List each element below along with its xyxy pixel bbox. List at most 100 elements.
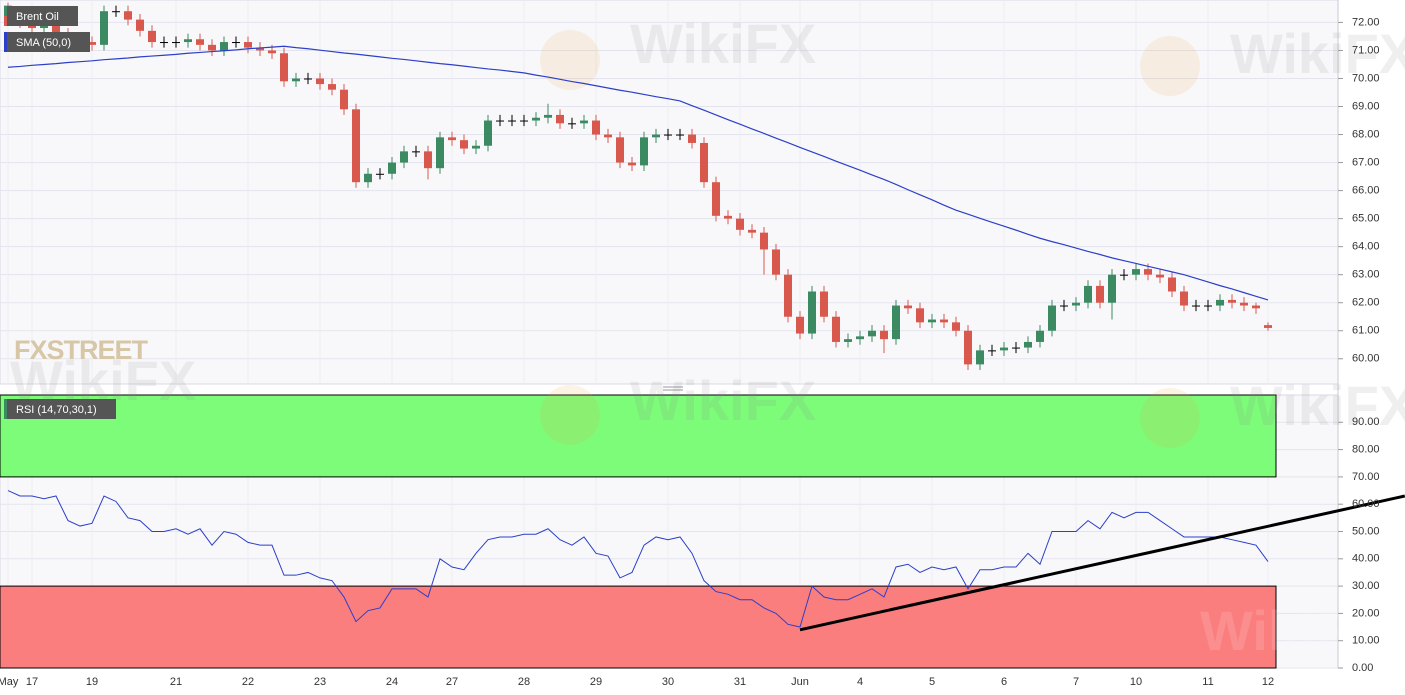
candle-body	[460, 140, 468, 149]
watermark-layer: WikiFX WikiFX WikiFX WikiFX WikiFX WikiF…	[10, 12, 1405, 662]
watermark: WikiFX	[630, 369, 816, 432]
y-tick-label: 61.00	[1352, 325, 1380, 337]
legend-box[interactable]	[4, 32, 90, 52]
candle-body	[436, 137, 444, 169]
candle-body	[292, 78, 300, 82]
candle-body	[964, 330, 972, 365]
legend-label: Brent Oil	[16, 11, 59, 23]
x-tick-label: 11	[1202, 676, 1213, 688]
y-tick-label: 10.00	[1352, 635, 1380, 647]
watermark: WikiFX	[1230, 374, 1405, 437]
candle-body	[1012, 347, 1020, 349]
candle-body	[520, 120, 528, 122]
y-tick-label: 50.00	[1352, 525, 1380, 537]
y-tick-label: 69.00	[1352, 100, 1380, 112]
x-tick-label: 29	[590, 676, 602, 688]
candle-body	[1180, 291, 1188, 306]
candle-body	[616, 137, 624, 163]
candle-body	[100, 11, 108, 45]
candle-body	[1228, 299, 1236, 303]
candle-body	[880, 330, 888, 340]
candle-body	[88, 42, 96, 45]
candle-body	[724, 215, 732, 219]
y-tick-label: 65.00	[1352, 213, 1380, 225]
zone-band	[0, 394, 1277, 478]
candle-body	[1252, 305, 1260, 309]
candle-body	[424, 151, 432, 169]
candle-body	[1072, 302, 1080, 306]
candle-body	[760, 232, 768, 250]
candle-body	[532, 117, 540, 121]
candle-body	[1144, 269, 1152, 275]
candle-body	[1024, 341, 1032, 348]
candle-body	[52, 25, 60, 34]
candle-body	[220, 42, 228, 51]
candle-body	[496, 120, 504, 122]
watermark-logo	[1140, 388, 1200, 448]
candle-body	[352, 109, 360, 183]
label-layer: 60.0061.0062.0063.0064.0065.0066.0067.00…	[0, 16, 1380, 688]
candle-body	[700, 142, 708, 183]
logo: FXSTREET	[14, 335, 149, 365]
candle-body	[1036, 330, 1044, 342]
y-tick-label: 30.00	[1352, 580, 1380, 592]
candle-body	[124, 11, 132, 20]
y-tick-label: 62.00	[1352, 297, 1380, 309]
candle-body	[1108, 274, 1116, 303]
band-layer	[0, 394, 1277, 669]
watermark-logo	[540, 30, 600, 90]
y-tick-label: 71.00	[1352, 44, 1380, 56]
candle-body	[928, 319, 936, 323]
panel-splitter[interactable]	[0, 385, 1338, 393]
candle-body	[676, 134, 684, 136]
candle-body	[1048, 305, 1056, 331]
candle-body	[664, 134, 672, 136]
candle-body	[484, 120, 492, 146]
candle-body	[940, 319, 948, 323]
candle-body	[364, 173, 372, 183]
candle-body	[448, 137, 456, 141]
x-tick-label: 22	[242, 676, 254, 688]
candle-body	[952, 322, 960, 331]
y-tick-label: 63.00	[1352, 269, 1380, 281]
candle-body	[1120, 274, 1128, 276]
x-tick-label: May	[0, 676, 19, 688]
candle-body	[904, 305, 912, 309]
candle-body	[388, 162, 396, 174]
candle-body	[748, 229, 756, 233]
candle-body	[304, 78, 312, 80]
candle-body	[916, 308, 924, 323]
candle-body	[1192, 305, 1200, 307]
candle-body	[592, 120, 600, 135]
candle-body	[976, 350, 984, 365]
y-tick-label: 70.00	[1352, 471, 1380, 483]
y-tick-label: 0.00	[1352, 662, 1373, 674]
candle-body	[736, 218, 744, 230]
candle-body	[1132, 269, 1140, 275]
x-tick-label: 4	[857, 676, 863, 688]
legend-box[interactable]	[4, 6, 78, 26]
candle-body	[232, 42, 240, 44]
candle-body	[820, 291, 828, 317]
candle-body	[892, 305, 900, 340]
candle-body	[316, 78, 324, 85]
y-tick-label: 67.00	[1352, 156, 1380, 168]
legend-label: RSI (14,70,30,1)	[16, 404, 97, 416]
watermark-logo	[540, 385, 600, 445]
legend-swatch	[4, 32, 7, 52]
candle-body	[1168, 277, 1176, 292]
y-tick-label: 68.00	[1352, 128, 1380, 140]
candle-body	[580, 120, 588, 124]
price-panel	[0, 0, 1339, 385]
candle-body	[1156, 274, 1164, 278]
legend-swatch	[4, 16, 7, 26]
candle-body	[328, 84, 336, 90]
legend-box[interactable]	[4, 399, 116, 419]
x-tick-label: Jun	[791, 676, 809, 688]
candle-body	[160, 42, 168, 44]
candle-body	[640, 137, 648, 166]
candle-body	[1096, 285, 1104, 303]
legend-label: SMA (50,0)	[16, 37, 71, 49]
y-tick-label: 40.00	[1352, 553, 1380, 565]
candle-body	[868, 330, 876, 337]
